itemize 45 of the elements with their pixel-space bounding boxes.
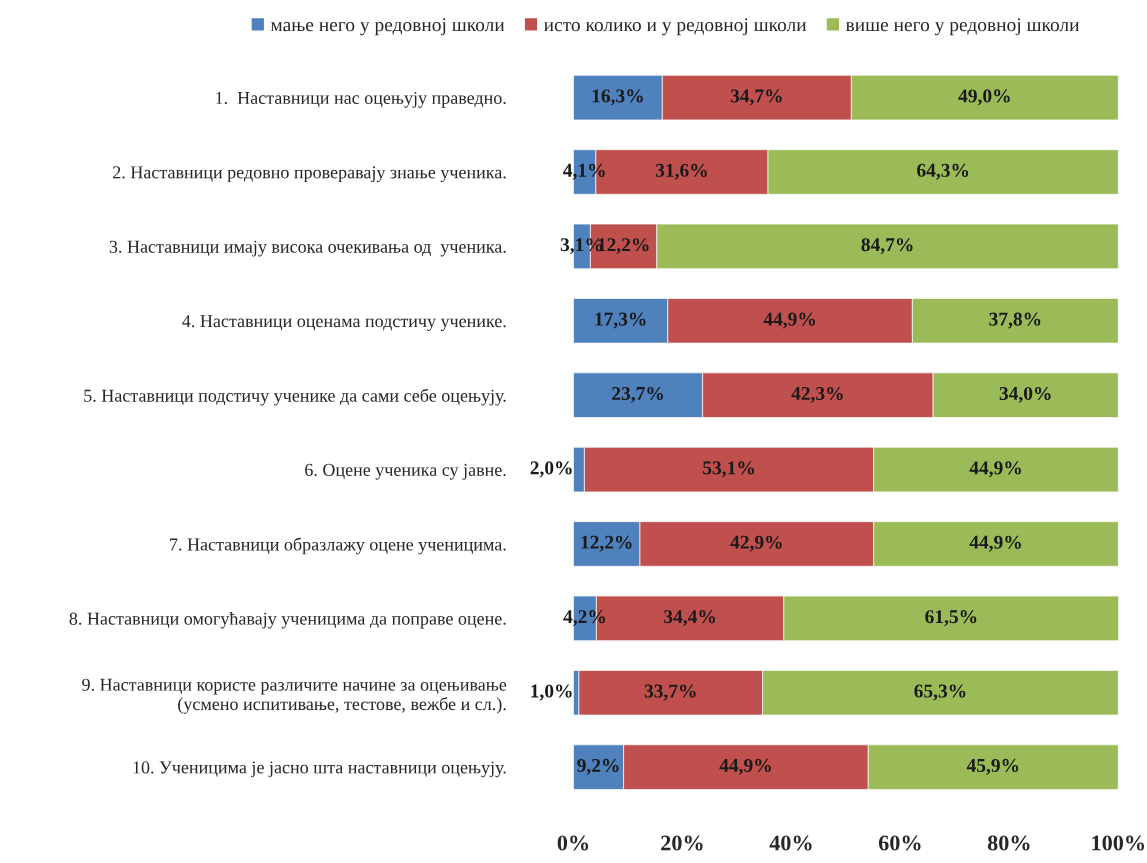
- data-label: 44,9%: [969, 535, 1021, 552]
- data-label: 9,2%: [577, 758, 619, 775]
- y-tick-label: 10. Ученицима је јасно шта наставници оцењују.: [133, 761, 506, 778]
- y-tick-label: 4. Наставници оценама подстичу ученике.: [182, 315, 506, 331]
- data-label: 1,0%: [531, 684, 572, 701]
- data-label: 49,0%: [958, 89, 1010, 106]
- data-label: 84,7%: [861, 238, 913, 255]
- data-label: 61,5%: [925, 610, 977, 627]
- data-label: 12,2%: [581, 535, 632, 552]
- y-tick-label: 7. Наставници образлажу оцене ученицима.: [170, 537, 506, 555]
- y-tick-label: 3. Наставници имају висока очекивања од ученика.: [109, 240, 506, 257]
- data-label: 2,0%: [530, 461, 572, 478]
- y-tick-label: 1. Наставници нас оцењују праведно.: [216, 91, 506, 108]
- data-label: 23,7%: [612, 386, 663, 403]
- y-tick-label: 2. Наставници редовно проверавају знање ученика.: [113, 166, 506, 183]
- legend-label: мање него у редовној школи: [270, 18, 505, 36]
- data-label: 42,9%: [730, 535, 782, 552]
- data-label: 17,3%: [595, 312, 646, 329]
- y-tick-label: 6. Оцене ученика су јавне.: [305, 463, 506, 480]
- y-tick-label: 8. Наставници омогућавају ученицима да поправе оцене.: [69, 612, 506, 629]
- data-label: 45,9%: [966, 758, 1019, 775]
- data-label: 65,3%: [914, 684, 966, 701]
- legend-label: више него у редовној школи: [845, 18, 1080, 36]
- y-tick-label: 9. Наставници користе различите начине за оцењивање (усмено испитивање, тестове, вежбе и сл.).: [82, 678, 507, 714]
- data-label: 53,1%: [703, 461, 754, 478]
- data-label: 64,3%: [917, 163, 969, 180]
- data-label: 44,9%: [763, 312, 815, 329]
- data-label: 34,0%: [999, 386, 1051, 403]
- x-tick-label: 100%: [1092, 835, 1145, 851]
- data-label: 44,9%: [719, 758, 771, 775]
- data-label: 16,3%: [592, 89, 643, 106]
- legend-label: исто колико и у редовној школи: [543, 18, 807, 36]
- x-tick-label: 60%: [878, 835, 921, 851]
- x-tick-label: 20%: [661, 835, 703, 851]
- data-label: 44,9%: [969, 461, 1021, 478]
- data-label: 34,7%: [730, 89, 782, 106]
- x-tick-label: 0%: [557, 835, 589, 851]
- data-label: 33,7%: [644, 684, 696, 701]
- y-tick-label: 5. Наставници подстичу ученике да сами себе оцењују.: [84, 388, 506, 406]
- data-label: 42,3%: [791, 386, 843, 403]
- x-tick-label: 80%: [987, 835, 1030, 851]
- data-label: 31,6%: [655, 163, 707, 180]
- data-label: 34,4%: [664, 610, 716, 627]
- data-label: 37,8%: [989, 312, 1041, 329]
- x-tick-label: 40%: [769, 835, 812, 851]
